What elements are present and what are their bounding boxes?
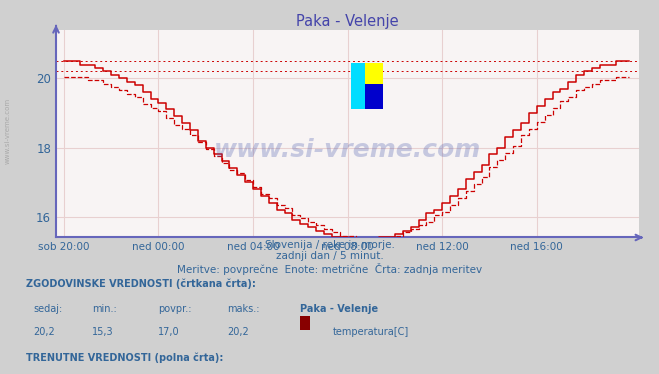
Text: Slovenija / reke in morje.: Slovenija / reke in morje. [264, 240, 395, 250]
Text: Paka - Velenje: Paka - Velenje [300, 304, 378, 314]
Text: www.si-vreme.com: www.si-vreme.com [214, 138, 481, 162]
Text: sedaj:: sedaj: [33, 304, 62, 314]
Text: 17,0: 17,0 [158, 327, 180, 337]
Text: 15,3: 15,3 [92, 327, 114, 337]
Bar [365, 84, 383, 109]
Text: 20,2: 20,2 [227, 327, 249, 337]
Text: temperatura[C]: temperatura[C] [333, 327, 409, 337]
Bar [351, 63, 365, 109]
Text: povpr.:: povpr.: [158, 304, 192, 314]
Bar [351, 63, 383, 109]
Text: min.:: min.: [92, 304, 117, 314]
Text: ZGODOVINSKE VREDNOSTI (črtkana črta):: ZGODOVINSKE VREDNOSTI (črtkana črta): [26, 279, 256, 289]
Text: maks.:: maks.: [227, 304, 260, 314]
Text: 20,2: 20,2 [33, 327, 55, 337]
Text: www.si-vreme.com: www.si-vreme.com [5, 98, 11, 164]
Text: zadnji dan / 5 minut.: zadnji dan / 5 minut. [275, 251, 384, 261]
Title: Paka - Velenje: Paka - Velenje [297, 14, 399, 29]
Text: TRENUTNE VREDNOSTI (polna črta):: TRENUTNE VREDNOSTI (polna črta): [26, 353, 224, 363]
Text: Meritve: povprečne  Enote: metrične  Črta: zadnja meritev: Meritve: povprečne Enote: metrične Črta:… [177, 263, 482, 275]
